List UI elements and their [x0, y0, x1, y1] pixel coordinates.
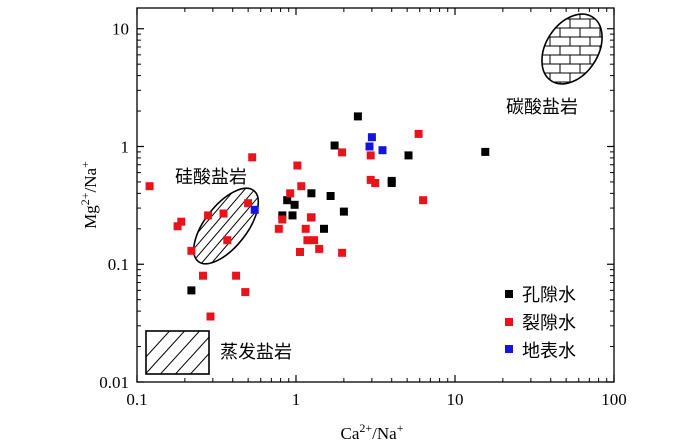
data-point-series-1 — [293, 161, 302, 170]
silicate-label: 硅酸盐岩 — [175, 167, 247, 188]
legend-label-fissure-water: 裂隙水 — [522, 313, 576, 334]
data-point-series-1 — [297, 182, 306, 191]
evaporite-region — [145, 330, 210, 375]
y-tick-label: 10 — [112, 20, 129, 39]
x-tick-label: 0.1 — [126, 390, 147, 409]
data-point-series-1 — [371, 179, 380, 187]
data-point-series-1 — [419, 196, 428, 205]
data-point-series-1 — [414, 129, 423, 138]
legend-marker-pore-water — [505, 290, 513, 298]
evaporite-hatch — [146, 331, 209, 374]
data-point-series-1 — [366, 175, 375, 184]
data-point-series-0 — [288, 211, 297, 220]
data-point-series-0 — [283, 196, 292, 205]
data-point-series-1 — [338, 148, 347, 157]
data-point-series-1 — [219, 209, 228, 218]
y-tick-label: 0.1 — [108, 255, 129, 274]
data-point-series-1 — [206, 312, 215, 321]
data-point-series-1 — [241, 288, 250, 297]
legend-label-surface-water: 地表水 — [522, 341, 576, 362]
legend-marker-fissure-water — [505, 318, 513, 326]
data-points — [145, 112, 490, 321]
data-point-series-1 — [223, 236, 232, 245]
data-point-series-1 — [232, 271, 241, 280]
x-tick-label: 1 — [292, 390, 301, 409]
legend-label-pore-water: 孔隙水 — [522, 285, 576, 306]
data-point-series-0 — [330, 141, 339, 150]
data-point-series-1 — [310, 236, 319, 245]
data-point-series-1 — [303, 236, 312, 245]
evaporite-rect — [145, 330, 210, 375]
data-point-series-1 — [306, 213, 315, 222]
data-point-series-0 — [404, 151, 413, 160]
data-point-series-0 — [326, 192, 335, 200]
data-point-series-1 — [145, 182, 154, 191]
data-point-series-1 — [199, 271, 207, 280]
legend-marker-surface-water — [505, 345, 513, 353]
data-point-series-0 — [481, 147, 490, 156]
data-point-series-0 — [320, 224, 328, 233]
data-point-series-1 — [338, 248, 347, 257]
x-axis-title: Ca2+/Na+ — [341, 421, 404, 443]
data-point-series-2 — [367, 133, 376, 142]
data-point-series-0 — [339, 207, 348, 216]
data-point-series-1 — [315, 244, 324, 253]
data-point-series-1 — [301, 224, 310, 233]
data-point-series-2 — [365, 142, 374, 151]
data-point-series-0 — [187, 286, 196, 295]
carbonate-ellipse — [541, 13, 603, 85]
data-point-series-0 — [353, 112, 362, 121]
evaporite-label: 蒸发盐岩 — [220, 342, 292, 363]
data-point-series-1 — [248, 153, 257, 162]
y-axis-title: Mg2+/Na+ — [78, 161, 100, 229]
data-point-series-1 — [296, 248, 304, 256]
data-point-series-1 — [173, 222, 182, 231]
legend: 孔隙水 裂隙水 地表水 — [505, 285, 576, 362]
data-point-series-1 — [278, 215, 287, 224]
data-point-series-0 — [307, 189, 316, 198]
data-point-series-1 — [366, 151, 375, 160]
x-tick-label: 10 — [447, 390, 464, 409]
data-point-series-1 — [286, 189, 295, 198]
x-tick-label: 100 — [601, 390, 627, 409]
data-point-series-0 — [387, 176, 396, 185]
data-point-series-2 — [378, 146, 387, 155]
data-point-series-2 — [250, 205, 259, 214]
data-point-series-1 — [204, 211, 213, 220]
data-point-series-0 — [290, 200, 299, 209]
data-point-series-1 — [274, 224, 283, 233]
data-point-series-0 — [278, 211, 287, 220]
data-point-series-1 — [187, 246, 196, 255]
data-point-series-1 — [244, 199, 253, 208]
carbonate-region — [530, 9, 615, 92]
y-tick-label: 1 — [121, 137, 130, 156]
data-point-series-1 — [177, 217, 186, 226]
silicate-ellipse — [192, 187, 260, 265]
plot-frame — [136, 7, 615, 383]
y-tick-label: 0.01 — [99, 373, 129, 392]
carbonate-label: 碳酸盐岩 — [506, 97, 578, 118]
